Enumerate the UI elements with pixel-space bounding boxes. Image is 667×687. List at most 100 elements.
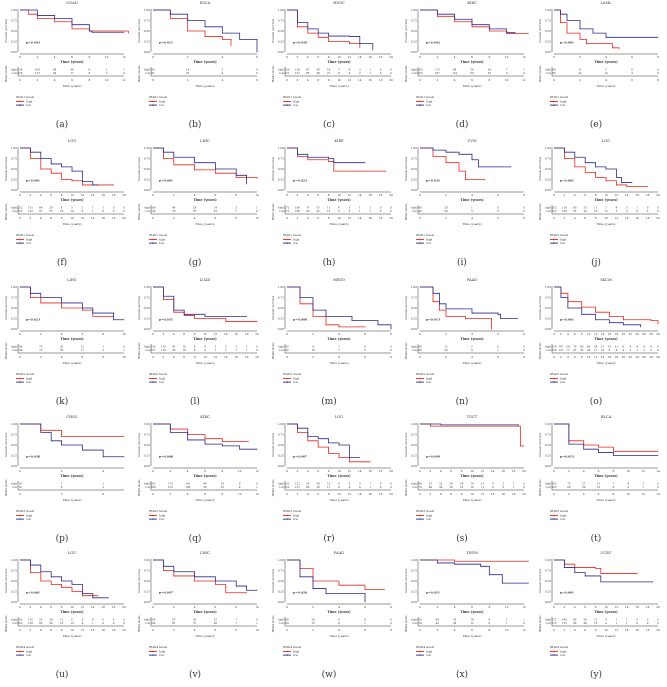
- km-chart: BLCA 0.00 0.25 0.50 0.75 1.00 Overall survival…: [538, 415, 660, 544]
- risk-count-low: 0: [123, 209, 125, 213]
- risk-x-tick-label: 14: [656, 492, 660, 496]
- y-tick-label: 1.00: [278, 146, 284, 150]
- risk-count-high: 0: [113, 206, 115, 210]
- km-panel: BLCA 0.00 0.25 0.50 0.75 1.00 Overall survival…: [534, 414, 667, 551]
- y-tick-label: 0.00: [411, 464, 417, 468]
- chart-title: PAAD: [334, 551, 344, 555]
- risk-count-low: 0: [380, 71, 382, 75]
- risk-count-low: 18: [460, 485, 464, 489]
- risk-x-tick-label: 20: [522, 492, 526, 496]
- risk-count-low: 26: [450, 485, 454, 489]
- risk-count-low: 0: [657, 485, 659, 489]
- risk-count-low: 18: [18, 485, 22, 489]
- risk-count-low: 265: [418, 71, 423, 75]
- risk-count-high: 250: [284, 68, 289, 72]
- risk-count-low: 81: [39, 209, 43, 213]
- y-tick-label: 0.00: [544, 600, 550, 604]
- y-axis-label: Overall survival: [404, 433, 408, 457]
- risk-count-low: 6: [489, 621, 491, 625]
- risk-x-axis-label: Time (years): [329, 361, 348, 365]
- risk-count-high: 0: [123, 618, 125, 622]
- risk-count-high: 9: [492, 482, 494, 486]
- x-tick-label: 20: [389, 55, 393, 59]
- risk-count-high: 0: [497, 206, 499, 210]
- risk-x-tick-label: 4: [567, 355, 569, 359]
- y-axis-label: Overall survival: [4, 296, 8, 320]
- panel-label: (j): [591, 257, 601, 268]
- km-chart: TGCT 0.00 0.25 0.50 0.75 1.00 Overall survival…: [404, 415, 526, 544]
- legend-title: IRAK3 levels: [550, 509, 569, 513]
- risk-x-tick-label: 2: [61, 492, 63, 496]
- km-curve-high: [286, 147, 386, 172]
- km-curve-high: [553, 147, 648, 188]
- risk-count-low: 58: [204, 485, 208, 489]
- x-tick-label: 8: [489, 605, 491, 609]
- legend-title: IRAK3 levels: [283, 509, 302, 513]
- risk-count-high: 1: [102, 482, 104, 486]
- x-tick-label: 2: [568, 469, 570, 473]
- risk-count-high: 37: [316, 206, 320, 210]
- risk-table-strata-title: IRAK1 levels: [137, 203, 141, 220]
- risk-x-tick-label: 12: [347, 216, 351, 220]
- x-axis-label: Time (years): [461, 198, 485, 202]
- y-tick-label: 1.00: [544, 8, 550, 12]
- km-chart: LIHC 0.00 0.25 0.50 0.75 1.00 Overall survival…: [4, 278, 126, 407]
- risk-count-low: 0: [650, 348, 652, 352]
- legend-label-high: high: [426, 100, 432, 104]
- x-tick-label: 6: [215, 605, 217, 609]
- y-tick-label: 0.00: [11, 600, 17, 604]
- risk-count-high: 128: [295, 68, 300, 72]
- risk-count-low: 1: [364, 621, 366, 625]
- risk-x-tick-label: 14: [600, 355, 604, 359]
- risk-count-high: 2: [236, 345, 238, 349]
- x-axis-label: Time (years): [194, 337, 218, 341]
- x-tick-label: 12: [214, 332, 218, 336]
- risk-row-label-low: low: [146, 209, 151, 213]
- risk-count-low: 21: [327, 71, 331, 75]
- risk-table-strata-title: IRAK1 levels: [137, 65, 141, 82]
- km-chart: LIHC 0.00 0.25 0.50 0.75 1.00 Overall survival…: [137, 551, 259, 680]
- risk-x-tick-label: 16: [101, 216, 105, 220]
- y-tick-label: 1.00: [278, 422, 284, 426]
- risk-x-tick-label: 16: [368, 78, 372, 82]
- risk-count-low: 9: [471, 348, 473, 352]
- risk-count-low: 49: [429, 485, 433, 489]
- x-tick-label: 8: [390, 332, 392, 336]
- y-tick-label: 0.25: [11, 454, 17, 458]
- risk-count-high: 4: [636, 345, 638, 349]
- p-value: p=0.043: [26, 41, 40, 45]
- x-tick-label: 24: [635, 332, 639, 336]
- risk-x-tick-label: 6: [584, 216, 586, 220]
- risk-count-low: 113: [35, 71, 40, 75]
- risk-count-high: 6: [622, 345, 624, 349]
- risk-count-high: 2: [471, 345, 473, 349]
- x-tick-label: 14: [358, 469, 362, 473]
- y-tick-label: 0.75: [544, 433, 550, 437]
- x-tick-label: 6: [184, 332, 186, 336]
- risk-count-low: 23: [221, 485, 225, 489]
- panel-label: (t): [590, 533, 601, 544]
- risk-table-strata-title: IRAK1 levels: [4, 203, 8, 220]
- y-tick-label: 0.50: [544, 29, 550, 33]
- y-tick-label: 0.00: [11, 327, 17, 331]
- y-tick-label: 1.00: [278, 558, 284, 562]
- risk-count-high: 3: [225, 345, 227, 349]
- legend-label-high: high: [26, 514, 32, 518]
- risk-x-tick-label: 4: [338, 628, 340, 632]
- y-tick-label: 0.75: [278, 19, 284, 23]
- x-tick-label: 4: [194, 605, 196, 609]
- km-curve-high: [553, 559, 637, 574]
- legend-label-low: low: [293, 517, 299, 521]
- legend-title: IRAK3 levels: [416, 509, 435, 513]
- legend-label-high: high: [293, 377, 299, 381]
- risk-x-tick-label: 10: [337, 492, 341, 496]
- risk-x-tick-label: 0: [553, 216, 555, 220]
- risk-count-high: 53: [39, 618, 43, 622]
- risk-x-tick-label: 2: [563, 216, 565, 220]
- risk-count-low: 0: [636, 621, 638, 625]
- km-curve-high: [420, 286, 493, 329]
- risk-row-label-high: high: [411, 345, 417, 349]
- y-tick-label: 0.75: [411, 433, 417, 437]
- risk-count-low: 6: [612, 485, 614, 489]
- risk-x-tick-label: 28: [649, 355, 653, 359]
